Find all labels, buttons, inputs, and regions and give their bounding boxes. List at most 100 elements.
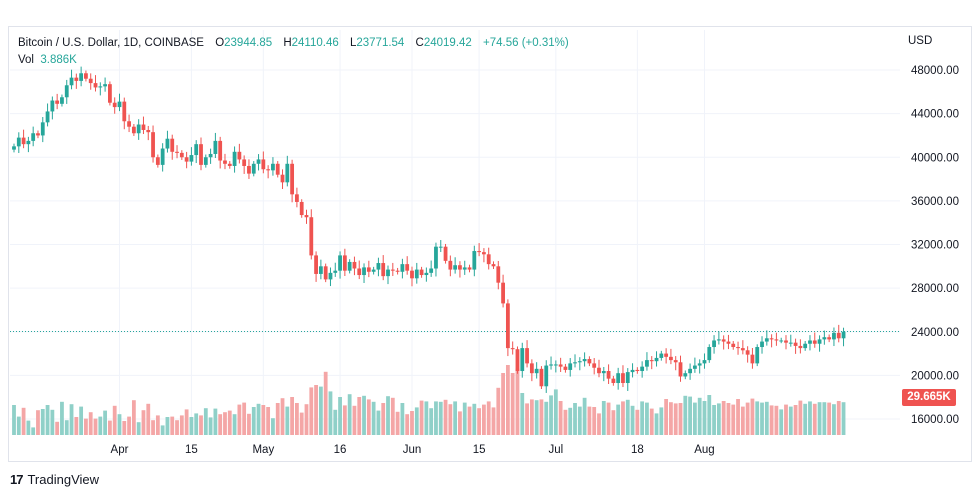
volume-bar bbox=[453, 401, 458, 435]
volume-bar bbox=[697, 397, 702, 435]
volume-bar bbox=[515, 368, 520, 435]
volume-bar bbox=[577, 406, 582, 435]
candle-body bbox=[376, 263, 381, 270]
ohlc-row: Bitcoin / U.S. Dollar, 1D, COINBASE O239… bbox=[18, 35, 569, 52]
candle-body bbox=[836, 332, 841, 339]
candle-body bbox=[784, 340, 788, 343]
volume-bar bbox=[582, 397, 587, 435]
volume-bar bbox=[261, 405, 266, 435]
candle-body bbox=[832, 332, 836, 340]
candle-body bbox=[553, 364, 558, 366]
volume-bar bbox=[74, 417, 79, 435]
candle-body bbox=[673, 360, 678, 363]
candle-body bbox=[395, 270, 400, 272]
volume-bar bbox=[227, 410, 232, 435]
candle-body bbox=[338, 255, 342, 271]
volume-bar bbox=[309, 387, 314, 435]
volume-bar bbox=[256, 403, 261, 435]
candle-body bbox=[501, 282, 505, 304]
tradingview-brand[interactable]: 17 TradingView bbox=[10, 472, 99, 487]
volume-bar bbox=[539, 399, 544, 435]
volume-bar bbox=[223, 412, 227, 435]
volume-bar bbox=[328, 391, 333, 435]
candle-body bbox=[304, 215, 309, 218]
candle-body bbox=[414, 269, 419, 279]
volume-bar bbox=[779, 409, 784, 435]
symbol-title[interactable]: Bitcoin / U.S. Dollar, 1D, COINBASE bbox=[18, 37, 204, 49]
volume-bar bbox=[553, 389, 558, 435]
volume-bar bbox=[601, 401, 606, 435]
volume-bar bbox=[45, 405, 50, 435]
candle-body bbox=[175, 151, 179, 153]
volume-bar bbox=[390, 397, 395, 435]
candle-body bbox=[597, 367, 601, 374]
candle-body bbox=[122, 101, 127, 122]
volume-bar bbox=[170, 416, 175, 435]
candle-body bbox=[64, 85, 69, 98]
y-tick-label: 16000.00 bbox=[911, 414, 959, 426]
volume-bar bbox=[376, 410, 381, 435]
volume-bar bbox=[812, 403, 817, 435]
y-tick-label: 28000.00 bbox=[911, 283, 959, 295]
candle-body bbox=[40, 122, 45, 136]
candle-body bbox=[434, 246, 438, 269]
candle-body bbox=[98, 86, 103, 88]
volume-bar bbox=[716, 403, 721, 435]
candle-body bbox=[261, 159, 266, 170]
candle-body bbox=[649, 360, 654, 362]
candle-body bbox=[381, 263, 386, 277]
candle-body bbox=[817, 339, 822, 344]
candle-body bbox=[314, 255, 318, 274]
candle-body bbox=[736, 347, 740, 349]
candle-body bbox=[295, 194, 299, 202]
candle-body bbox=[716, 339, 721, 341]
volume-bar bbox=[808, 401, 812, 435]
candle-body bbox=[69, 77, 74, 86]
candle-body bbox=[558, 364, 563, 367]
candle-body bbox=[237, 151, 242, 160]
volume-bar bbox=[117, 414, 122, 435]
volume-bar bbox=[649, 408, 654, 435]
candle-body bbox=[155, 157, 160, 165]
volume-bar bbox=[141, 410, 146, 435]
volume-bar bbox=[486, 401, 491, 435]
candle-body bbox=[84, 73, 88, 79]
x-tick-label: Jun bbox=[403, 444, 422, 456]
volume-bar bbox=[136, 422, 141, 435]
candle-body bbox=[213, 140, 218, 154]
volume-bar bbox=[247, 413, 251, 435]
currency-label[interactable]: USD bbox=[908, 35, 933, 47]
candle-body bbox=[208, 153, 213, 158]
volume-bar bbox=[702, 401, 707, 435]
candle-body bbox=[333, 270, 338, 273]
candle-body bbox=[669, 356, 673, 361]
candle-body bbox=[232, 151, 237, 166]
volume-bar bbox=[410, 411, 414, 435]
volume-bar bbox=[242, 402, 247, 435]
candle-body bbox=[31, 133, 36, 141]
candle-body bbox=[199, 144, 203, 165]
volume-bar bbox=[625, 399, 630, 435]
volume-bar bbox=[155, 415, 160, 435]
volume-bar bbox=[103, 410, 108, 435]
candle-body bbox=[745, 350, 750, 355]
candle-body bbox=[419, 269, 424, 276]
volume-value: 3.886K bbox=[40, 54, 77, 66]
candle-body bbox=[117, 101, 122, 108]
y-tick-label: 24000.00 bbox=[911, 327, 959, 339]
candle-body bbox=[285, 163, 290, 183]
candle-body bbox=[592, 363, 597, 368]
candle-body bbox=[429, 268, 434, 273]
candle-body bbox=[290, 163, 295, 195]
candle-body bbox=[822, 337, 827, 340]
volume-bar bbox=[736, 399, 740, 435]
change-value: +74.56 (+0.31%) bbox=[483, 37, 569, 49]
volume-bar bbox=[836, 401, 841, 435]
volume-bar bbox=[750, 398, 755, 435]
candle-body bbox=[611, 378, 616, 384]
volume-bar bbox=[381, 403, 386, 435]
volume-bar bbox=[64, 420, 69, 435]
high-value: 24110.46 bbox=[291, 37, 339, 49]
x-tick-label: Apr bbox=[111, 444, 129, 456]
